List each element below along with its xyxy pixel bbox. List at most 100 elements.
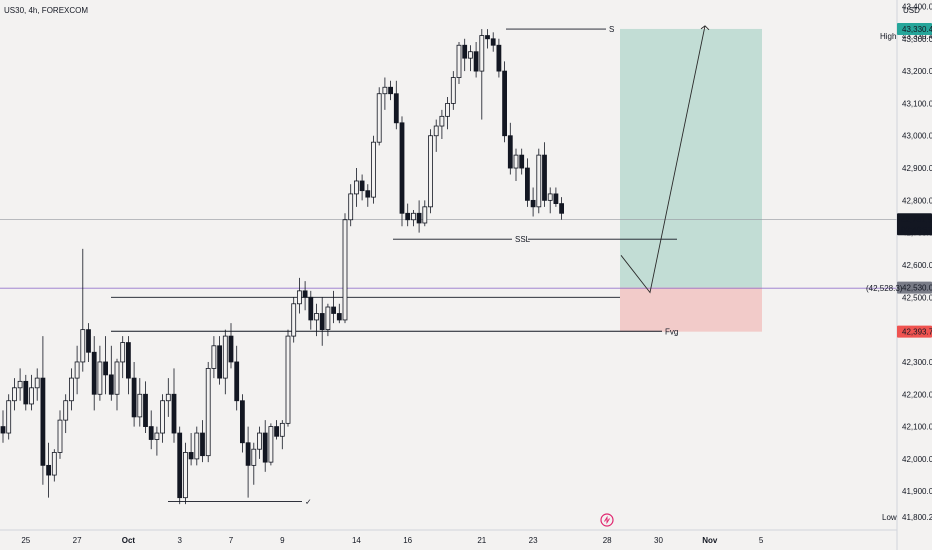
candle-body-down <box>416 212 422 224</box>
price-tick-label: 42,600.0 <box>902 261 932 270</box>
stop-price-label: 42,393.7 <box>902 328 932 337</box>
candle-body-up <box>165 393 171 402</box>
candle-body-up <box>439 115 445 127</box>
current-price-badge: 42,741.5 02:40:57 <box>897 213 932 236</box>
candle <box>239 394 245 453</box>
candle-body-down <box>559 203 564 214</box>
candle-body-down <box>200 432 205 457</box>
candle-body-down <box>319 313 325 331</box>
tradingview-watermark-icon <box>600 513 614 527</box>
candle-body-down <box>473 51 479 72</box>
ssl-label-bg <box>512 234 528 244</box>
stop-loss-zone <box>620 287 762 332</box>
candle <box>359 174 365 201</box>
level-fvg-label: Fvg <box>665 327 678 336</box>
candle-body-up <box>445 103 451 117</box>
candle <box>6 394 12 440</box>
candle <box>103 336 108 395</box>
candle-body-down <box>490 38 496 46</box>
low-label: Low <box>882 513 897 522</box>
candle-body-down <box>388 86 394 95</box>
candle <box>154 426 160 456</box>
level-check-label: ✓ <box>305 498 312 507</box>
price-tick-label: 43,300.0 <box>902 35 932 44</box>
time-tick-label: 3 <box>177 536 182 545</box>
candle <box>40 336 46 485</box>
time-tick-label: Oct <box>122 536 136 545</box>
candle <box>331 290 337 324</box>
candle <box>353 168 359 207</box>
candle-body-up <box>342 219 348 321</box>
candle-body-down <box>239 400 245 444</box>
candle-body-up <box>160 400 166 434</box>
candle <box>502 61 508 143</box>
candle <box>34 368 40 401</box>
candle <box>17 368 23 401</box>
candle <box>126 336 131 395</box>
countdown-label: 02:40:57 <box>901 225 932 234</box>
currency-label: USD <box>903 6 920 15</box>
candle-body-down <box>228 335 234 363</box>
candle <box>279 420 285 450</box>
candle-layer <box>0 29 564 505</box>
current-price-label: 42,741.5 <box>901 215 932 224</box>
candle <box>456 42 462 85</box>
drawing-layer: S SSL Fvg ✓ <box>0 25 897 507</box>
candle-body-down <box>171 393 177 434</box>
projection-arrowhead <box>700 25 710 31</box>
candle-body-up <box>325 306 331 331</box>
candle-body-down <box>336 313 342 321</box>
level-s-label: S <box>609 25 614 34</box>
target-price-badge: 43,330.4 <box>897 22 932 35</box>
candle <box>0 410 6 443</box>
time-axis[interactable]: 25 27 Oct 3 7 9 14 16 21 23 28 30 Nov 5 <box>0 529 897 545</box>
candle <box>314 303 319 337</box>
candle-body-down <box>86 329 91 353</box>
candle <box>479 29 485 120</box>
candle-body-down <box>131 377 137 418</box>
candle <box>428 129 433 214</box>
candle <box>450 71 456 110</box>
candle-body-up <box>57 419 63 453</box>
candle-body-up <box>422 206 428 224</box>
candle <box>63 394 69 434</box>
candle-body-up <box>17 380 23 389</box>
candle-body-up <box>371 141 376 198</box>
candle-body-down <box>108 374 114 395</box>
candle <box>108 345 114 401</box>
time-tick-label: Nov <box>702 536 718 545</box>
candle-body-down <box>23 380 29 405</box>
candle-body-down <box>393 93 399 124</box>
candle-body-down <box>507 135 513 169</box>
candle-body-up <box>268 426 274 463</box>
candle <box>410 210 416 227</box>
candle <box>131 361 137 427</box>
high-value: 43,330.4 <box>902 32 932 41</box>
candle <box>547 187 553 214</box>
candle-body-up <box>251 448 257 466</box>
candle-body-up <box>154 432 160 440</box>
candle <box>86 323 91 362</box>
candle <box>388 80 394 101</box>
candle <box>171 368 177 443</box>
candle-body-up <box>291 303 297 337</box>
projection-path <box>620 25 706 294</box>
time-tick-label: 21 <box>477 536 486 545</box>
time-tick-label: 27 <box>73 536 82 545</box>
candle-body-up <box>376 93 382 143</box>
level-ssl-label: SSL <box>515 235 531 244</box>
candle <box>205 361 211 463</box>
candle-body-up <box>211 345 217 369</box>
candle-body-up <box>97 361 103 395</box>
candle-body-down <box>519 154 525 169</box>
time-tick-label: 28 <box>603 536 612 545</box>
candle <box>439 109 445 139</box>
candle <box>228 323 234 369</box>
candle <box>211 336 217 379</box>
candle-body-down <box>245 442 251 466</box>
candle-body-up <box>450 77 456 104</box>
candle <box>257 426 262 459</box>
candle <box>188 433 194 466</box>
